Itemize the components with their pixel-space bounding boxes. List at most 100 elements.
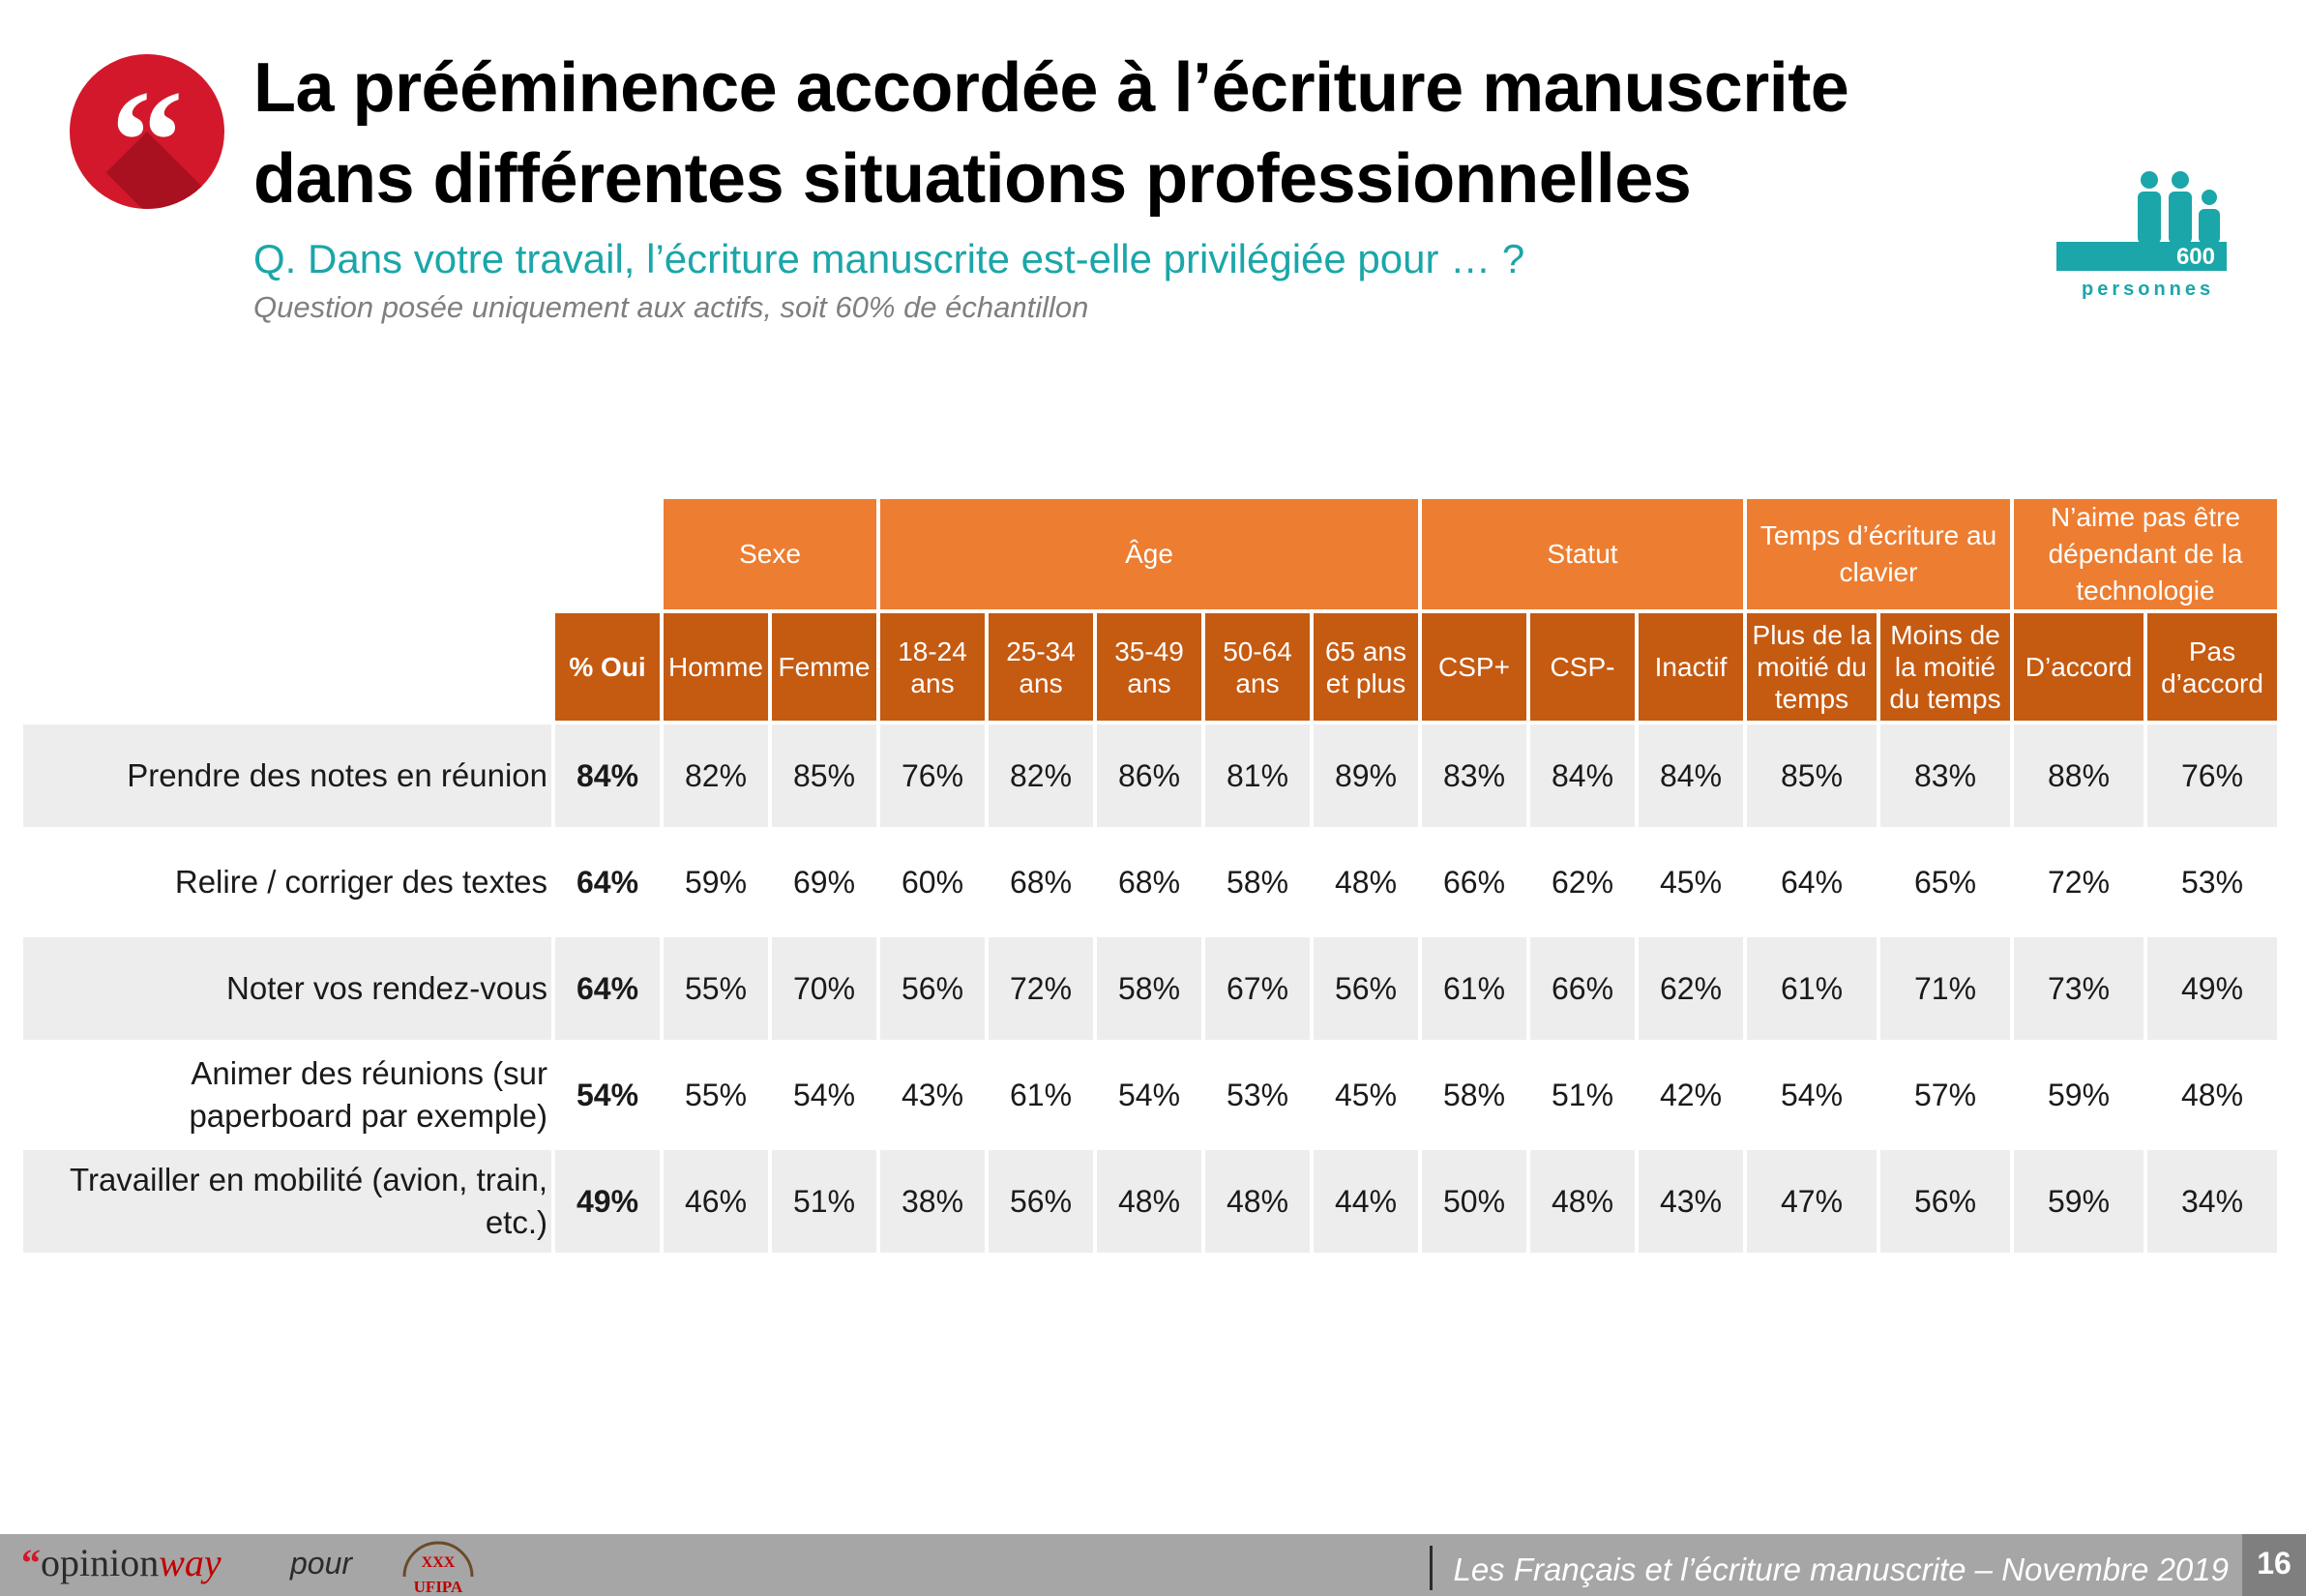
table-cell: 83% xyxy=(1880,724,2010,827)
table-cell: 42% xyxy=(1659,1077,1723,1112)
table-cell: 86% xyxy=(1097,724,1201,827)
table-cell: 64% xyxy=(1780,864,1844,900)
table-cell: 85% xyxy=(1747,724,1877,827)
table-cell: 66% xyxy=(1442,864,1506,900)
table-cell: 61% xyxy=(1009,1077,1073,1112)
svg-text:XXX: XXX xyxy=(422,1554,456,1571)
table-cell: 45% xyxy=(1334,1077,1398,1112)
row-label: Noter vos rendez-vous xyxy=(23,937,551,1040)
table-row: Travailler en mobilité (avion, train, et… xyxy=(23,1150,2277,1253)
table-cell: 45% xyxy=(1659,864,1723,900)
col-header: D’accord xyxy=(2014,613,2143,721)
subheader-row: % Oui Homme Femme 18-24 ans 25-34 ans 35… xyxy=(23,613,2277,721)
title-line-2: dans différentes situations professionne… xyxy=(253,140,1692,218)
table-cell: 57% xyxy=(1913,1077,1977,1112)
table-cell: 56% xyxy=(1314,937,1418,1040)
table-cell: 73% xyxy=(2014,937,2143,1040)
table-cell: 51% xyxy=(1551,1077,1614,1112)
sample-note: Question posée uniquement aux actifs, so… xyxy=(253,290,1089,324)
table-cell: 48% xyxy=(1097,1150,1201,1253)
table-row: Animer des réunions (sur paperboard par … xyxy=(23,1044,2277,1146)
col-header: 50-64 ans xyxy=(1205,613,1310,721)
table-cell: 88% xyxy=(2014,724,2143,827)
table-cell: 38% xyxy=(880,1150,985,1253)
table-cell: 72% xyxy=(2047,864,2111,900)
ufipa-emblem-icon: XXX UFIPA xyxy=(402,1541,474,1596)
sample-unit: personnes xyxy=(2082,279,2215,300)
row-label: Prendre des notes en réunion xyxy=(23,724,551,827)
col-header: 25-34 ans xyxy=(989,613,1093,721)
table-cell: 66% xyxy=(1530,937,1635,1040)
svg-text:UFIPA: UFIPA xyxy=(414,1578,463,1596)
table-cell: 53% xyxy=(1226,1077,1289,1112)
table-cell: 70% xyxy=(772,937,876,1040)
group-temps-clavier: Temps d’écriture au clavier xyxy=(1747,499,2010,609)
group-technologie: N’aime pas être dépendant de la technolo… xyxy=(2014,499,2277,609)
table-cell: 68% xyxy=(1117,864,1181,900)
col-header: Pas d’accord xyxy=(2147,613,2277,721)
table-cell: 61% xyxy=(1422,937,1526,1040)
table-cell: 61% xyxy=(1747,937,1877,1040)
people-icon xyxy=(2138,171,2220,244)
col-header: Homme xyxy=(664,613,768,721)
row-label: Animer des réunions (sur paperboard par … xyxy=(189,1055,547,1134)
table-cell: 59% xyxy=(684,864,748,900)
study-title: Les Français et l’écriture manuscrite – … xyxy=(1453,1552,2229,1587)
table-cell: 54% xyxy=(792,1077,856,1112)
table-row: Prendre des notes en réunion 84% 82% 85% 76%… xyxy=(23,724,2277,827)
table-cell: 59% xyxy=(2047,1077,2111,1112)
table-cell: 69% xyxy=(792,864,856,900)
quote-icon: “ xyxy=(70,54,224,209)
cell-oui: 49% xyxy=(555,1150,660,1253)
table-cell: 54% xyxy=(1780,1077,1844,1112)
col-header: CSP+ xyxy=(1422,613,1526,721)
footer-pour: pour xyxy=(290,1546,353,1581)
col-header: Inactif xyxy=(1639,613,1743,721)
group-sexe: Sexe xyxy=(664,499,876,609)
table-cell: 72% xyxy=(989,937,1093,1040)
table-row: Relire / corriger des textes 64% 59% 69% 60%… xyxy=(23,831,2277,933)
row-label: Travailler en mobilité (avion, train, et… xyxy=(23,1150,551,1253)
table-cell: 58% xyxy=(1097,937,1201,1040)
table-cell: 65% xyxy=(1913,864,1977,900)
col-header: 35-49 ans xyxy=(1097,613,1201,721)
table-cell: 46% xyxy=(664,1150,768,1253)
col-header: 18-24 ans xyxy=(880,613,985,721)
table-cell: 58% xyxy=(1226,864,1289,900)
table-cell: 67% xyxy=(1205,937,1310,1040)
col-header: 65 ans et plus xyxy=(1314,613,1418,721)
title-line-1: La prééminence accordée à l’écriture man… xyxy=(253,49,1849,127)
table-cell: 56% xyxy=(989,1150,1093,1253)
table-cell: 68% xyxy=(1009,864,1073,900)
table-cell: 56% xyxy=(1880,1150,2010,1253)
cell-oui: 64% xyxy=(576,864,639,900)
table-cell: 85% xyxy=(772,724,876,827)
table-cell: 62% xyxy=(1639,937,1743,1040)
table-cell: 51% xyxy=(772,1150,876,1253)
table-cell: 48% xyxy=(2180,1077,2244,1112)
table-cell: 82% xyxy=(664,724,768,827)
cell-oui: 64% xyxy=(555,937,660,1040)
table-cell: 76% xyxy=(880,724,985,827)
group-header-row: Sexe Âge Statut Temps d’écriture au clav… xyxy=(23,499,2277,609)
table-cell: 48% xyxy=(1205,1150,1310,1253)
results-table: Sexe Âge Statut Temps d’écriture au clav… xyxy=(19,495,2281,1256)
sample-count: 600 xyxy=(2175,244,2215,270)
table-cell: 54% xyxy=(1117,1077,1181,1112)
table-cell: 84% xyxy=(1639,724,1743,827)
table-cell: 47% xyxy=(1747,1150,1877,1253)
col-header: Femme xyxy=(772,613,876,721)
table-cell: 60% xyxy=(901,864,964,900)
table-cell: 58% xyxy=(1442,1077,1506,1112)
table-cell: 50% xyxy=(1422,1150,1526,1253)
col-header-oui: % Oui xyxy=(555,613,660,721)
table-cell: 44% xyxy=(1314,1150,1418,1253)
row-label: Relire / corriger des textes xyxy=(174,864,547,900)
table-cell: 34% xyxy=(2147,1150,2277,1253)
table-cell: 55% xyxy=(684,1077,748,1112)
page-title: La prééminence accordée à l’écriture man… xyxy=(253,43,1995,224)
table-cell: 56% xyxy=(880,937,985,1040)
group-age: Âge xyxy=(880,499,1418,609)
table-cell: 71% xyxy=(1880,937,2010,1040)
table-cell: 62% xyxy=(1551,864,1614,900)
